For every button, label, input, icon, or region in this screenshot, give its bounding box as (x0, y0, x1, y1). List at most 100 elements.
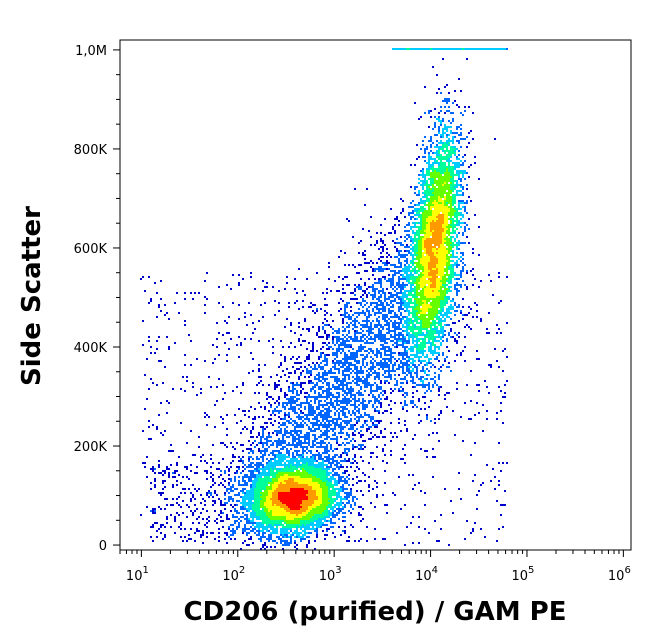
event-dot (416, 314, 418, 316)
event-dot (408, 264, 410, 266)
event-dot (412, 206, 414, 208)
event-dot (438, 388, 440, 390)
event-dot (384, 362, 386, 364)
event-dot (150, 352, 152, 354)
event-dot (362, 358, 364, 360)
event-dot (506, 356, 508, 358)
event-dot (444, 198, 446, 200)
event-dot (386, 324, 388, 326)
event-dot (440, 210, 442, 212)
event-dot (460, 164, 462, 166)
event-dot (350, 400, 352, 402)
event-dot (414, 308, 416, 310)
event-dot (412, 364, 414, 366)
event-dot (446, 260, 448, 262)
event-dot (418, 262, 420, 264)
event-dot (460, 310, 462, 312)
event-dot (420, 304, 422, 306)
event-dot (434, 308, 436, 310)
event-dot (428, 300, 430, 302)
event-dot (444, 220, 446, 222)
event-dot (420, 316, 422, 318)
event-dot (430, 224, 432, 226)
event-dot (368, 400, 370, 402)
event-dot (190, 292, 192, 294)
event-dot (506, 380, 508, 382)
event-dot (424, 222, 426, 224)
event-dot (360, 286, 362, 288)
event-dot (388, 330, 390, 332)
event-dot (356, 376, 358, 378)
event-dot (430, 176, 432, 178)
event-dot (350, 336, 352, 338)
event-dot (374, 370, 376, 372)
event-dot (422, 396, 424, 398)
event-dot (410, 362, 412, 364)
event-dot (316, 416, 318, 418)
event-dot (398, 280, 400, 282)
event-dot (298, 322, 300, 324)
event-dot (424, 244, 426, 246)
event-dot (440, 122, 442, 124)
event-dot (402, 286, 404, 288)
event-dot (318, 356, 320, 358)
event-dot (404, 340, 406, 342)
event-dot (430, 264, 432, 266)
event-dot (440, 198, 442, 200)
event-dot (394, 358, 396, 360)
event-dot (190, 430, 192, 432)
event-dot (342, 410, 344, 412)
event-dot (430, 274, 432, 276)
event-dot (422, 324, 424, 326)
event-dot (430, 180, 432, 182)
event-dot (264, 428, 266, 430)
event-dot (430, 222, 432, 224)
event-dot (424, 210, 426, 212)
event-dot (428, 292, 430, 294)
event-dot (334, 380, 336, 382)
event-dot (424, 182, 426, 184)
event-dot (420, 282, 422, 284)
event-dot (408, 270, 410, 272)
event-dot (224, 342, 226, 344)
event-dot (280, 440, 282, 442)
event-dot (422, 348, 424, 350)
event-dot (446, 110, 448, 112)
event-dot (320, 388, 322, 390)
event-dot (338, 290, 340, 292)
event-dot (366, 406, 368, 408)
event-dot (252, 370, 254, 372)
event-dot (462, 48, 464, 50)
event-dot (320, 414, 322, 416)
event-dot (384, 292, 386, 294)
event-dot (468, 106, 470, 108)
event-dot (440, 140, 442, 142)
event-dot (470, 48, 472, 50)
event-dot (210, 386, 212, 388)
event-dot (392, 344, 394, 346)
event-dot (454, 166, 456, 168)
event-dot (336, 398, 338, 400)
event-dot (356, 340, 358, 342)
event-dot (408, 360, 410, 362)
event-dot (316, 418, 318, 420)
event-dot (406, 322, 408, 324)
event-dot (310, 370, 312, 372)
event-dot (354, 400, 356, 402)
event-dot (428, 304, 430, 306)
event-dot (398, 338, 400, 340)
event-dot (440, 158, 442, 160)
event-dot (398, 306, 400, 308)
event-dot (342, 358, 344, 360)
event-dot (314, 418, 316, 420)
event-dot (434, 212, 436, 214)
event-dot (296, 394, 298, 396)
event-dot (446, 204, 448, 206)
event-dot (444, 246, 446, 248)
event-dot (438, 148, 440, 150)
event-dot (384, 308, 386, 310)
event-dot (294, 436, 296, 438)
event-dot (424, 300, 426, 302)
event-dot (304, 436, 306, 438)
event-dot (410, 350, 412, 352)
